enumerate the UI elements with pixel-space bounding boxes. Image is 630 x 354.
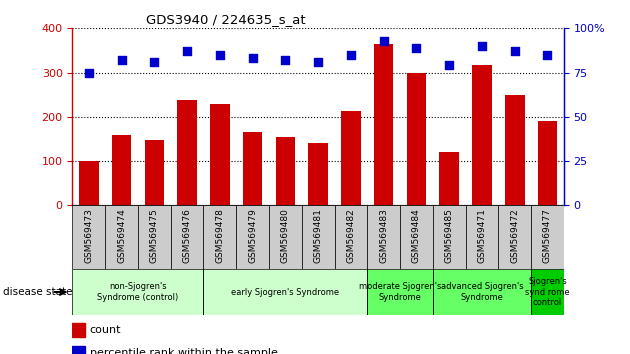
Point	[379, 38, 389, 44]
Bar	[72, 205, 105, 269]
Point	[149, 59, 159, 65]
Bar	[79, 161, 99, 205]
Bar	[505, 95, 525, 205]
Text: GSM569473: GSM569473	[84, 209, 93, 263]
Bar	[406, 73, 427, 205]
Bar	[308, 143, 328, 205]
Bar	[537, 121, 558, 205]
Text: GDS3940 / 224635_s_at: GDS3940 / 224635_s_at	[146, 13, 306, 26]
Text: non-Sjogren's
Syndrome (control): non-Sjogren's Syndrome (control)	[98, 282, 178, 302]
Text: GSM569483: GSM569483	[379, 209, 388, 263]
Point	[477, 43, 487, 49]
Bar	[335, 205, 367, 269]
Point	[444, 63, 454, 68]
Bar	[171, 205, 203, 269]
Text: count: count	[89, 325, 121, 335]
Point	[117, 57, 127, 63]
Point	[182, 48, 192, 54]
Text: GSM569480: GSM569480	[281, 209, 290, 263]
Bar	[275, 137, 295, 205]
Bar	[236, 205, 269, 269]
Bar	[203, 269, 367, 315]
Text: GSM569477: GSM569477	[543, 209, 552, 263]
Bar	[302, 205, 335, 269]
Text: GSM569481: GSM569481	[314, 209, 323, 263]
Text: GSM569471: GSM569471	[478, 209, 486, 263]
Point	[248, 56, 258, 61]
Point	[542, 52, 553, 58]
Point	[215, 52, 225, 58]
Bar	[112, 135, 132, 205]
Bar	[400, 205, 433, 269]
Bar	[177, 100, 197, 205]
Bar	[439, 152, 459, 205]
Bar	[531, 269, 564, 315]
Bar	[466, 205, 498, 269]
Bar	[472, 65, 492, 205]
Text: moderate Sjogren's
Syndrome: moderate Sjogren's Syndrome	[359, 282, 441, 302]
Bar	[269, 205, 302, 269]
Bar	[341, 111, 361, 205]
Bar	[72, 346, 84, 354]
Bar	[498, 205, 531, 269]
Text: GSM569484: GSM569484	[412, 209, 421, 263]
Point	[510, 48, 520, 54]
Bar	[243, 132, 263, 205]
Text: GSM569478: GSM569478	[215, 209, 224, 263]
Text: GSM569474: GSM569474	[117, 209, 126, 263]
Bar	[367, 205, 400, 269]
Text: GSM569482: GSM569482	[346, 209, 355, 263]
Text: disease state: disease state	[3, 287, 72, 297]
Text: advanced Sjogren's
Syndrome: advanced Sjogren's Syndrome	[440, 282, 524, 302]
Point	[84, 70, 94, 75]
Bar	[72, 269, 203, 315]
Text: GSM569472: GSM569472	[510, 209, 519, 263]
Bar	[144, 140, 164, 205]
Text: GSM569475: GSM569475	[150, 209, 159, 263]
Bar	[138, 205, 171, 269]
Bar	[210, 104, 230, 205]
Point	[411, 45, 421, 51]
Bar	[105, 205, 138, 269]
Text: GSM569479: GSM569479	[248, 209, 257, 263]
Point	[280, 57, 290, 63]
Text: GSM569485: GSM569485	[445, 209, 454, 263]
Bar	[72, 323, 84, 337]
Bar	[367, 269, 433, 315]
Text: early Sjogren's Syndrome: early Sjogren's Syndrome	[231, 287, 340, 297]
Text: percentile rank within the sample: percentile rank within the sample	[89, 348, 278, 354]
Bar	[433, 205, 466, 269]
Bar	[531, 205, 564, 269]
Text: Sjogren's
synd rome
control: Sjogren's synd rome control	[525, 277, 570, 307]
Bar	[433, 269, 531, 315]
Point	[313, 59, 323, 65]
Point	[346, 52, 356, 58]
Text: GSM569476: GSM569476	[183, 209, 192, 263]
Bar	[203, 205, 236, 269]
Bar	[374, 44, 394, 205]
